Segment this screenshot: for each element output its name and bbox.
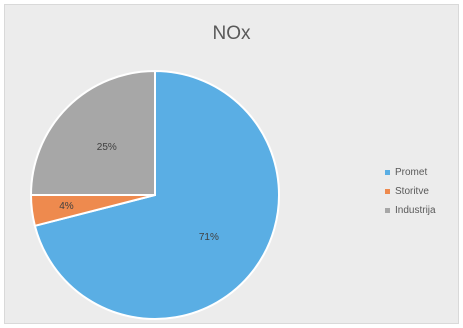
data-label-promet: 71% — [199, 232, 219, 243]
pie-chart: 71% 4% 25% — [29, 69, 280, 320]
chart-area: NOx 71% 4% 25% Promet Storitve Industrija — [4, 4, 459, 324]
pie-slice-industrija — [29, 69, 156, 196]
legend-item-promet: Promet — [385, 163, 436, 182]
data-label-industrija: 25% — [97, 142, 117, 153]
legend-label-promet: Promet — [395, 167, 428, 178]
legend-label-industrija: Industrija — [395, 205, 436, 216]
legend-swatch-promet — [385, 170, 390, 175]
legend-swatch-industrija — [385, 208, 390, 213]
pie-slice-promet — [33, 69, 280, 320]
data-label-storitve: 4% — [59, 201, 74, 212]
legend-label-storitve: Storitve — [395, 186, 429, 197]
pie-data-labels: 71% 4% 25% — [59, 142, 219, 243]
legend-item-storitve: Storitve — [385, 182, 436, 201]
legend-item-industrija: Industrija — [385, 201, 436, 220]
legend: Promet Storitve Industrija — [385, 163, 436, 220]
chart-title: NOx — [212, 23, 251, 44]
legend-swatch-storitve — [385, 189, 390, 194]
pie-slices — [29, 69, 280, 320]
